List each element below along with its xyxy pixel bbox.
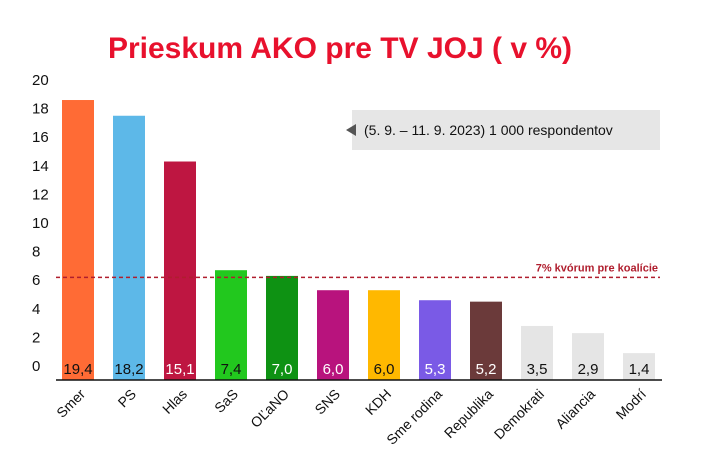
bar [419, 300, 451, 380]
y-tick-label: 0 [32, 358, 40, 375]
bar [317, 290, 349, 380]
y-tick-label: 2 [32, 329, 40, 346]
category-label: SaS [211, 386, 241, 416]
bar [164, 161, 196, 380]
bar [113, 115, 145, 380]
bar [521, 325, 553, 380]
category-label: Aliancia [552, 386, 598, 432]
category-label: SNS [311, 386, 343, 418]
bar [266, 275, 298, 380]
category-label: Smer [53, 386, 88, 421]
y-axis: 0 2 4 6 8 10 12 14 16 18 20 [32, 72, 49, 375]
value-label: 5,3 [425, 361, 446, 378]
y-tick-label: 12 [32, 186, 49, 203]
category-label: Demokrati [491, 386, 547, 442]
y-tick-label: 10 [32, 215, 49, 232]
annotation-text: (5. 9. – 11. 9. 2023) 1 000 respondentov [364, 122, 613, 138]
chart-title: Prieskum AKO pre TV JOJ ( v %) [108, 32, 572, 65]
bar [572, 333, 604, 380]
y-tick-label: 16 [32, 129, 49, 146]
category-label: Sme rodina [383, 386, 445, 448]
category-label: PS [115, 386, 140, 411]
category-label: Hlas [159, 386, 190, 417]
bar [470, 301, 502, 380]
value-label: 18,2 [114, 361, 143, 378]
bar [62, 100, 94, 381]
y-tick-label: 6 [32, 272, 40, 289]
value-label: 15,1 [165, 361, 194, 378]
bar [215, 270, 247, 380]
annotation-box: (5. 9. – 11. 9. 2023) 1 000 respondentov [346, 110, 660, 150]
value-label: 3,5 [527, 361, 548, 378]
bar [368, 290, 400, 380]
value-label: 1,4 [629, 361, 650, 378]
category-label: Modrí [612, 386, 649, 423]
value-label: 19,4 [63, 361, 92, 378]
value-label: 6,0 [323, 361, 344, 378]
y-tick-label: 20 [32, 72, 49, 89]
value-label: 6,0 [374, 361, 395, 378]
value-label: 5,2 [476, 361, 497, 378]
category-label: OĽaNO [247, 386, 292, 431]
arrow-left-icon [346, 124, 356, 136]
bars: 19,4 18,2 15,1 7,4 7,0 6,0 6,0 5,3 5,2 3,5 2,9 1,4 [62, 100, 655, 381]
bar [623, 353, 655, 380]
value-label: 2,9 [578, 361, 599, 378]
value-label: 7,4 [221, 361, 242, 378]
category-label: Republika [441, 386, 496, 441]
category-label: KDH [362, 386, 394, 418]
y-tick-label: 8 [32, 244, 40, 261]
value-label: 7,0 [272, 361, 293, 378]
y-tick-label: 18 [32, 101, 49, 118]
threshold-label: 7% kvórum pre koalície [536, 262, 658, 274]
y-tick-label: 14 [32, 158, 49, 175]
y-tick-label: 4 [32, 301, 40, 318]
